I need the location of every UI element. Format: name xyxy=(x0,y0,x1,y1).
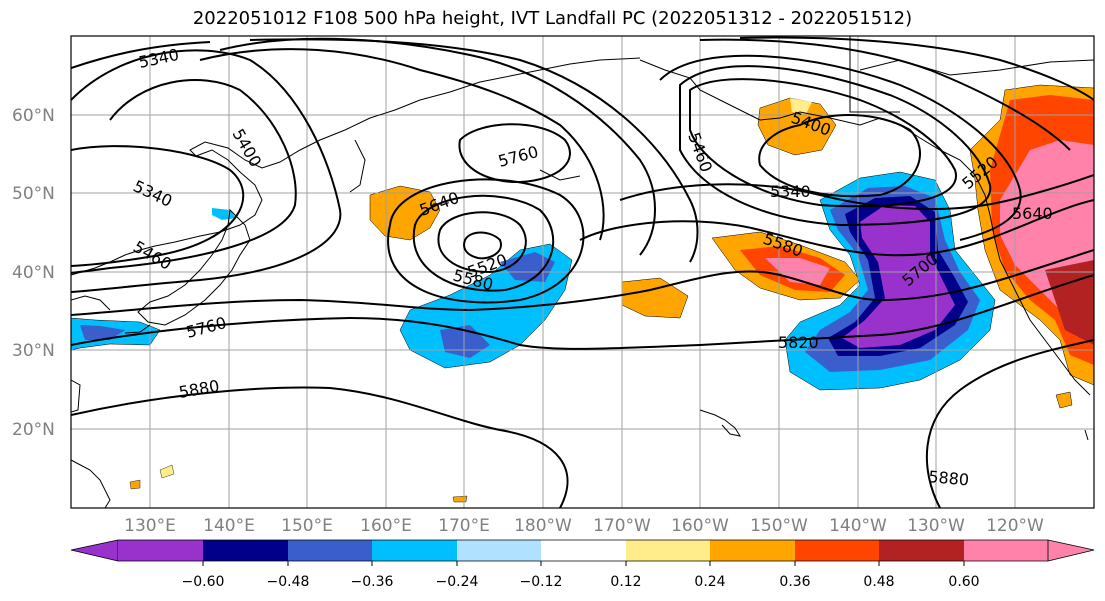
lon-label: 180°W xyxy=(514,516,572,536)
colorbar-segment xyxy=(203,540,288,561)
colorbar-tick: −0.48 xyxy=(267,574,310,590)
longitude-labels: 130°E 140°E 150°E 160°E 170°E 180°W 170°… xyxy=(124,516,1044,536)
lon-label: 160°W xyxy=(671,516,729,536)
lon-label: 160°E xyxy=(360,516,412,536)
lat-label: 30°N xyxy=(12,341,55,361)
lon-label: 170°W xyxy=(593,516,651,536)
lon-label: 140°W xyxy=(829,516,887,536)
colorbar-segment xyxy=(626,540,710,561)
colorbar-tick: 0.36 xyxy=(779,574,810,590)
lon-label: 120°W xyxy=(986,516,1044,536)
colorbar-segment xyxy=(457,540,541,561)
map-border xyxy=(70,35,1095,509)
colorbar-segment xyxy=(70,539,119,562)
colorbar-tick: 0.48 xyxy=(863,574,894,590)
map-title: 2022051012 F108 500 hPa height, IVT Land… xyxy=(192,8,913,29)
colorbar: −0.60 −0.48 −0.36 −0.24 −0.12 0.12 0.24 … xyxy=(70,539,1095,590)
colorbar-segment xyxy=(541,540,626,561)
contour-label: 5640 xyxy=(1012,204,1053,223)
colorbar-tick: −0.12 xyxy=(520,574,563,590)
colorbar-tick: −0.24 xyxy=(436,574,479,590)
lon-label: 130°W xyxy=(907,516,965,536)
contour-label: 5880 xyxy=(928,467,970,489)
height-contours xyxy=(71,36,1094,508)
colorbar-segment xyxy=(879,540,964,561)
colorbar-segment xyxy=(964,540,1048,561)
lat-label: 20°N xyxy=(12,420,55,440)
colorbar-tick: −0.60 xyxy=(182,574,225,590)
coastlines xyxy=(71,36,1094,508)
lon-label: 140°E xyxy=(203,516,255,536)
colorbar-tick: 0.12 xyxy=(610,574,641,590)
lon-label: 170°E xyxy=(438,516,490,536)
lon-label: 150°E xyxy=(281,516,333,536)
lon-label: 150°W xyxy=(750,516,808,536)
contour-label: 5820 xyxy=(778,333,819,352)
colorbar-segment xyxy=(118,540,203,561)
colorbar-tick: 0.60 xyxy=(948,574,979,590)
colorbar-tick: 0.24 xyxy=(694,574,725,590)
colorbar-segment xyxy=(1047,539,1095,562)
lat-label: 40°N xyxy=(12,263,55,283)
latitude-labels: 60°N 50°N 40°N 30°N 20°N xyxy=(12,106,55,440)
colorbar-segment xyxy=(372,540,457,561)
lat-label: 50°N xyxy=(12,184,55,204)
colorbar-segment xyxy=(288,540,372,561)
contour-label: 5340 xyxy=(770,182,811,201)
lon-label: 130°E xyxy=(124,516,176,536)
colorbar-segment xyxy=(710,540,795,561)
colorbar-tick: −0.36 xyxy=(351,574,394,590)
colorbar-segment xyxy=(795,540,879,561)
lat-label: 60°N xyxy=(12,106,55,126)
